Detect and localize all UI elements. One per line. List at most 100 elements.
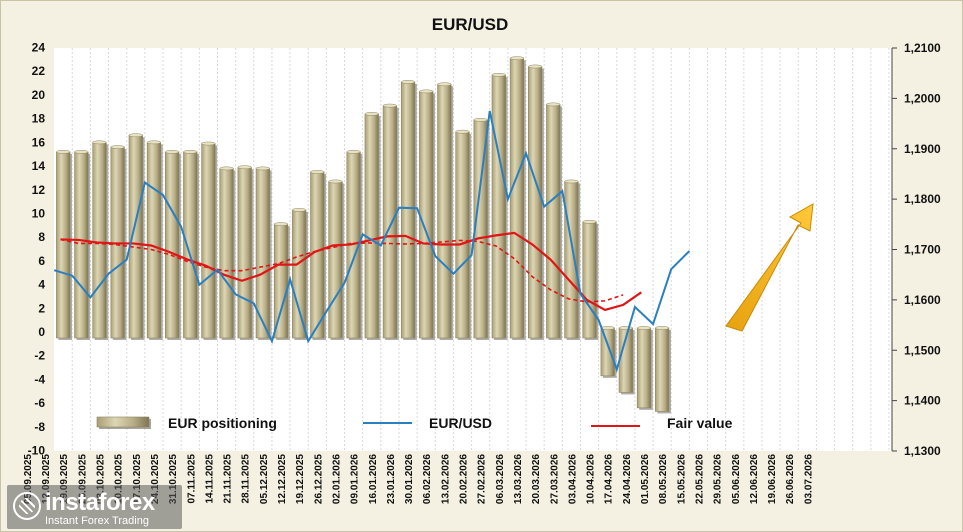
x-tick-label: 03.07.2026	[803, 454, 814, 504]
x-tick-label: 24.10.2025	[150, 454, 161, 504]
x-tick-label: 13.02.2026	[440, 454, 451, 504]
x-tick-label: 17.04.2026	[604, 454, 615, 504]
x-tick-label: 21.11.2025	[223, 454, 234, 504]
positioning-bar-cap	[364, 112, 379, 116]
right-tick-label: 1,2000	[904, 91, 941, 105]
gridlines	[71, 48, 890, 451]
positioning-bar-cap	[219, 166, 234, 171]
positioning-bar-cap	[74, 149, 89, 154]
positioning-bar	[382, 105, 398, 339]
x-tick-label: 27.02.2026	[477, 454, 488, 504]
x-tick-label: 29.05.2026	[713, 454, 724, 504]
eurusd-line	[53, 110, 691, 373]
right-tick-label: 1,2100	[904, 41, 941, 55]
x-tick-label: 15.05.2026	[676, 454, 687, 504]
chart-title: EUR/USD	[432, 15, 509, 34]
positioning-bar-cap	[546, 102, 561, 107]
positioning-bar-cap	[437, 82, 452, 87]
positioning-bar	[165, 151, 180, 339]
x-tick-label: 23.01.2026	[386, 454, 397, 504]
positioning-bar	[655, 327, 670, 412]
positioning-bar-cap	[92, 140, 107, 145]
positioning-bar	[74, 151, 89, 339]
positioning-bar	[273, 223, 289, 339]
positioning-bar	[600, 327, 615, 377]
right-tick-label: 1,1300	[904, 444, 941, 458]
positioning-bar-cap	[528, 64, 543, 69]
positioning-bar-cap	[328, 179, 343, 184]
x-tick-label: 05.09.2025	[23, 454, 34, 504]
up-arrow-icon	[725, 203, 814, 332]
x-tick-label: 09.01.2026	[350, 454, 361, 504]
x-tick-label: 17.10.2025	[132, 454, 143, 504]
positioning-bar	[201, 143, 216, 339]
positioning-bar	[56, 151, 71, 339]
left-tick-label: 4	[38, 278, 45, 292]
positioning-bar	[636, 327, 652, 409]
x-tick-label: 02.01.2026	[331, 454, 342, 504]
left-tick-label: 16	[32, 135, 46, 149]
positioning-bar-cap	[273, 222, 289, 226]
left-tick-label: -10	[28, 444, 46, 458]
right-tick-label: 1,1700	[904, 243, 941, 257]
left-tick-label: 6	[38, 254, 45, 268]
positioning-bar-cap	[455, 129, 470, 134]
x-tick-label: 03.10.2025	[96, 454, 107, 504]
x-tick-label: 16.01.2026	[368, 454, 379, 504]
positioning-bar	[419, 91, 434, 339]
left-tick-label: 20	[32, 88, 46, 102]
left-tick-label: 24	[32, 41, 46, 55]
positioning-bar-cap	[201, 141, 216, 146]
positioning-bar-cap	[419, 89, 434, 94]
right-tick-label: 1,1600	[904, 293, 941, 307]
positioning-bar-cap	[582, 219, 597, 224]
left-tick-label: 2	[38, 301, 45, 315]
x-tick-label: 12.09.2025	[41, 454, 52, 504]
positioning-bar	[328, 181, 343, 339]
positioning-bar-cap	[255, 166, 270, 171]
left-tick-label: 0	[38, 325, 45, 339]
fair-value-line	[60, 231, 642, 312]
positioning-bar-cap	[128, 133, 143, 138]
x-tick-label: 19.09.2025	[59, 454, 70, 504]
line-series	[53, 110, 691, 373]
left-tick-label: -4	[34, 372, 45, 386]
watermark-brand: instaforex	[45, 489, 155, 516]
x-tick-label: 01.05.2026	[640, 454, 651, 504]
left-tick-label: 12	[32, 183, 46, 197]
x-tick-label: 19.06.2026	[767, 454, 778, 504]
trend-arrow	[725, 203, 814, 332]
right-tick-label: 1,1400	[904, 394, 941, 408]
positioning-bar	[310, 171, 325, 339]
positioning-bar	[582, 221, 597, 339]
positioning-bar-cap	[183, 149, 198, 154]
positioning-bar	[546, 104, 561, 339]
positioning-bar-cap	[292, 208, 307, 212]
axes: 242220181614121086420-2-4-6-8-101,21001,…	[23, 41, 941, 505]
legend: EUR positioning EUR/USD Fair value	[96, 415, 733, 431]
x-tick-label: 12.12.2025	[277, 454, 288, 504]
positioning-bar-cap	[237, 165, 252, 170]
positioning-bar-cap	[310, 170, 325, 174]
positioning-bar-cap	[110, 145, 125, 149]
x-tick-label: 27.03.2026	[549, 454, 560, 504]
left-tick-label: 18	[32, 112, 46, 126]
x-tick-label: 26.06.2026	[785, 454, 796, 504]
x-tick-label: 14.11.2025	[204, 454, 215, 504]
positioning-bar	[527, 66, 543, 339]
positioning-bar-cap	[473, 117, 488, 122]
positioning-bar-cap	[346, 149, 361, 154]
positioning-bar	[237, 166, 252, 339]
left-tick-label: -8	[34, 420, 45, 434]
positioning-bar	[183, 151, 198, 339]
legend-label: EUR/USD	[429, 415, 492, 431]
positioning-bar	[146, 142, 162, 339]
x-tick-label: 03.04.2026	[567, 454, 578, 504]
left-tick-label: 22	[32, 64, 46, 78]
x-tick-label: 26.12.2025	[313, 454, 324, 504]
x-tick-label: 05.06.2026	[731, 454, 742, 504]
instaforex-logo-icon	[13, 492, 41, 520]
x-tick-label: 30.01.2026	[404, 454, 415, 504]
positioning-bar-cap	[564, 179, 579, 184]
